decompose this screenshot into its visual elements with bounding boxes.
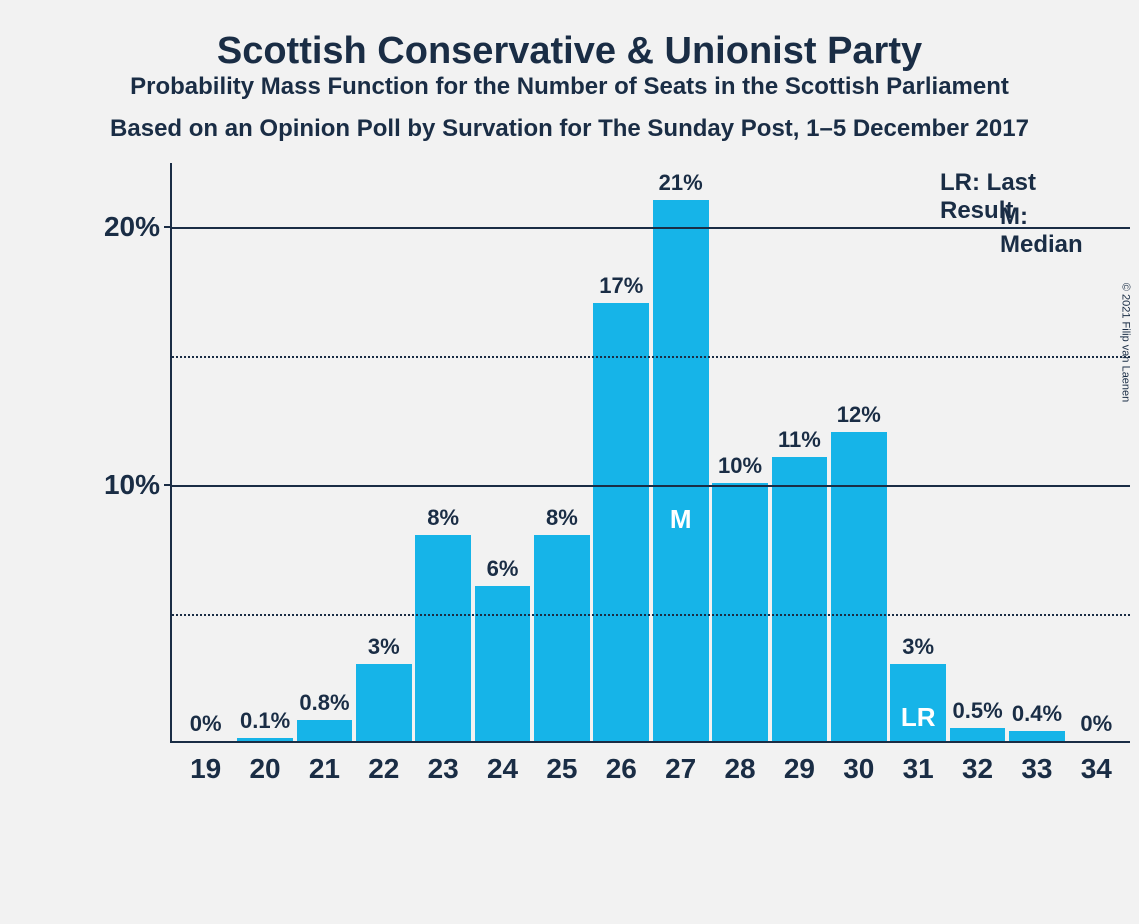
x-tick-label: 23 (414, 753, 473, 785)
bar-value-label: 21% (659, 170, 703, 196)
x-tick-label: 34 (1067, 753, 1126, 785)
bar-slot: 0.8% (295, 163, 354, 741)
bar (475, 586, 531, 741)
bar-slot: 0.5% (948, 163, 1007, 741)
bar (415, 535, 471, 741)
chart-subtitle-2: Based on an Opinion Poll by Survation fo… (50, 115, 1089, 143)
median-marker: M (670, 504, 692, 535)
bar: M (653, 200, 709, 741)
bar (237, 738, 293, 741)
x-tick-label: 24 (473, 753, 532, 785)
bar-value-label: 0% (190, 711, 222, 737)
x-tick-label: 30 (829, 753, 888, 785)
bar (950, 728, 1006, 741)
bar-value-label: 0.8% (299, 690, 349, 716)
copyright-text: © 2021 Filip van Laenen (1119, 283, 1131, 402)
x-tick-label: 25 (532, 753, 591, 785)
bar-slot: 12% (829, 163, 888, 741)
bar-value-label: 0% (1080, 711, 1112, 737)
x-tick-label: 33 (1007, 753, 1066, 785)
bar-value-label: 12% (837, 402, 881, 428)
x-tick-label: 29 (770, 753, 829, 785)
bar-slot: 11% (770, 163, 829, 741)
bars-container: 0% 0.1% 0.8% 3% 8% 6% 8% 17% 21% M 10% 11% 12% 3% LR 0.… (172, 163, 1130, 741)
bar-slot: 8% (532, 163, 591, 741)
x-axis-labels: 19202122232425262728293031323334 (172, 753, 1130, 785)
bar-value-label: 10% (718, 453, 762, 479)
x-tick-label: 32 (948, 753, 1007, 785)
bar (712, 483, 768, 741)
bar-value-label: 0.5% (952, 698, 1002, 724)
last-result-marker: LR (901, 702, 936, 733)
gridline-minor (172, 356, 1130, 358)
plot-area: 0% 0.1% 0.8% 3% 8% 6% 8% 17% 21% M 10% 11% 12% 3% LR 0.… (170, 163, 1130, 743)
bar-value-label: 11% (778, 427, 821, 453)
y-tick-label: 10% (104, 469, 172, 501)
bar-slot: 17% (592, 163, 651, 741)
y-tick-label: 20% (104, 211, 172, 243)
x-tick-label: 20 (235, 753, 294, 785)
gridline-major (172, 227, 1130, 229)
bar-slot: 6% (473, 163, 532, 741)
bar-value-label: 3% (902, 634, 934, 660)
bar (1009, 731, 1065, 741)
bar-value-label: 0.4% (1012, 701, 1062, 727)
x-tick-label: 28 (710, 753, 769, 785)
bar (356, 664, 412, 741)
gridline-major (172, 485, 1130, 487)
bar-value-label: 3% (368, 634, 400, 660)
bar-slot: 0% (176, 163, 235, 741)
y-tick-mark (164, 484, 172, 486)
bar-value-label: 17% (599, 273, 643, 299)
bar-value-label: 8% (427, 505, 459, 531)
gridline-minor (172, 614, 1130, 616)
bar-slot: 0.1% (235, 163, 294, 741)
bar (772, 457, 828, 741)
x-tick-label: 26 (592, 753, 651, 785)
bar-slot: 8% (414, 163, 473, 741)
chart-subtitle-1: Probability Mass Function for the Number… (50, 73, 1089, 101)
y-tick-mark (164, 226, 172, 228)
bar-slot: 21% M (651, 163, 710, 741)
bar (297, 720, 353, 741)
bar (831, 432, 887, 741)
bar (534, 535, 590, 741)
legend-median: M: Median (1000, 203, 1089, 259)
bar-value-label: 0.1% (240, 708, 290, 734)
bar-slot: 3% LR (889, 163, 948, 741)
bar-value-label: 6% (487, 556, 519, 582)
x-tick-label: 21 (295, 753, 354, 785)
bar (593, 303, 649, 741)
chart-title: Scottish Conservative & Unionist Party (50, 30, 1089, 73)
bar: LR (890, 664, 946, 741)
x-tick-label: 19 (176, 753, 235, 785)
x-tick-label: 22 (354, 753, 413, 785)
bar-value-label: 8% (546, 505, 578, 531)
bar-slot: 10% (710, 163, 769, 741)
x-tick-label: 27 (651, 753, 710, 785)
bar-slot: 3% (354, 163, 413, 741)
x-tick-label: 31 (889, 753, 948, 785)
